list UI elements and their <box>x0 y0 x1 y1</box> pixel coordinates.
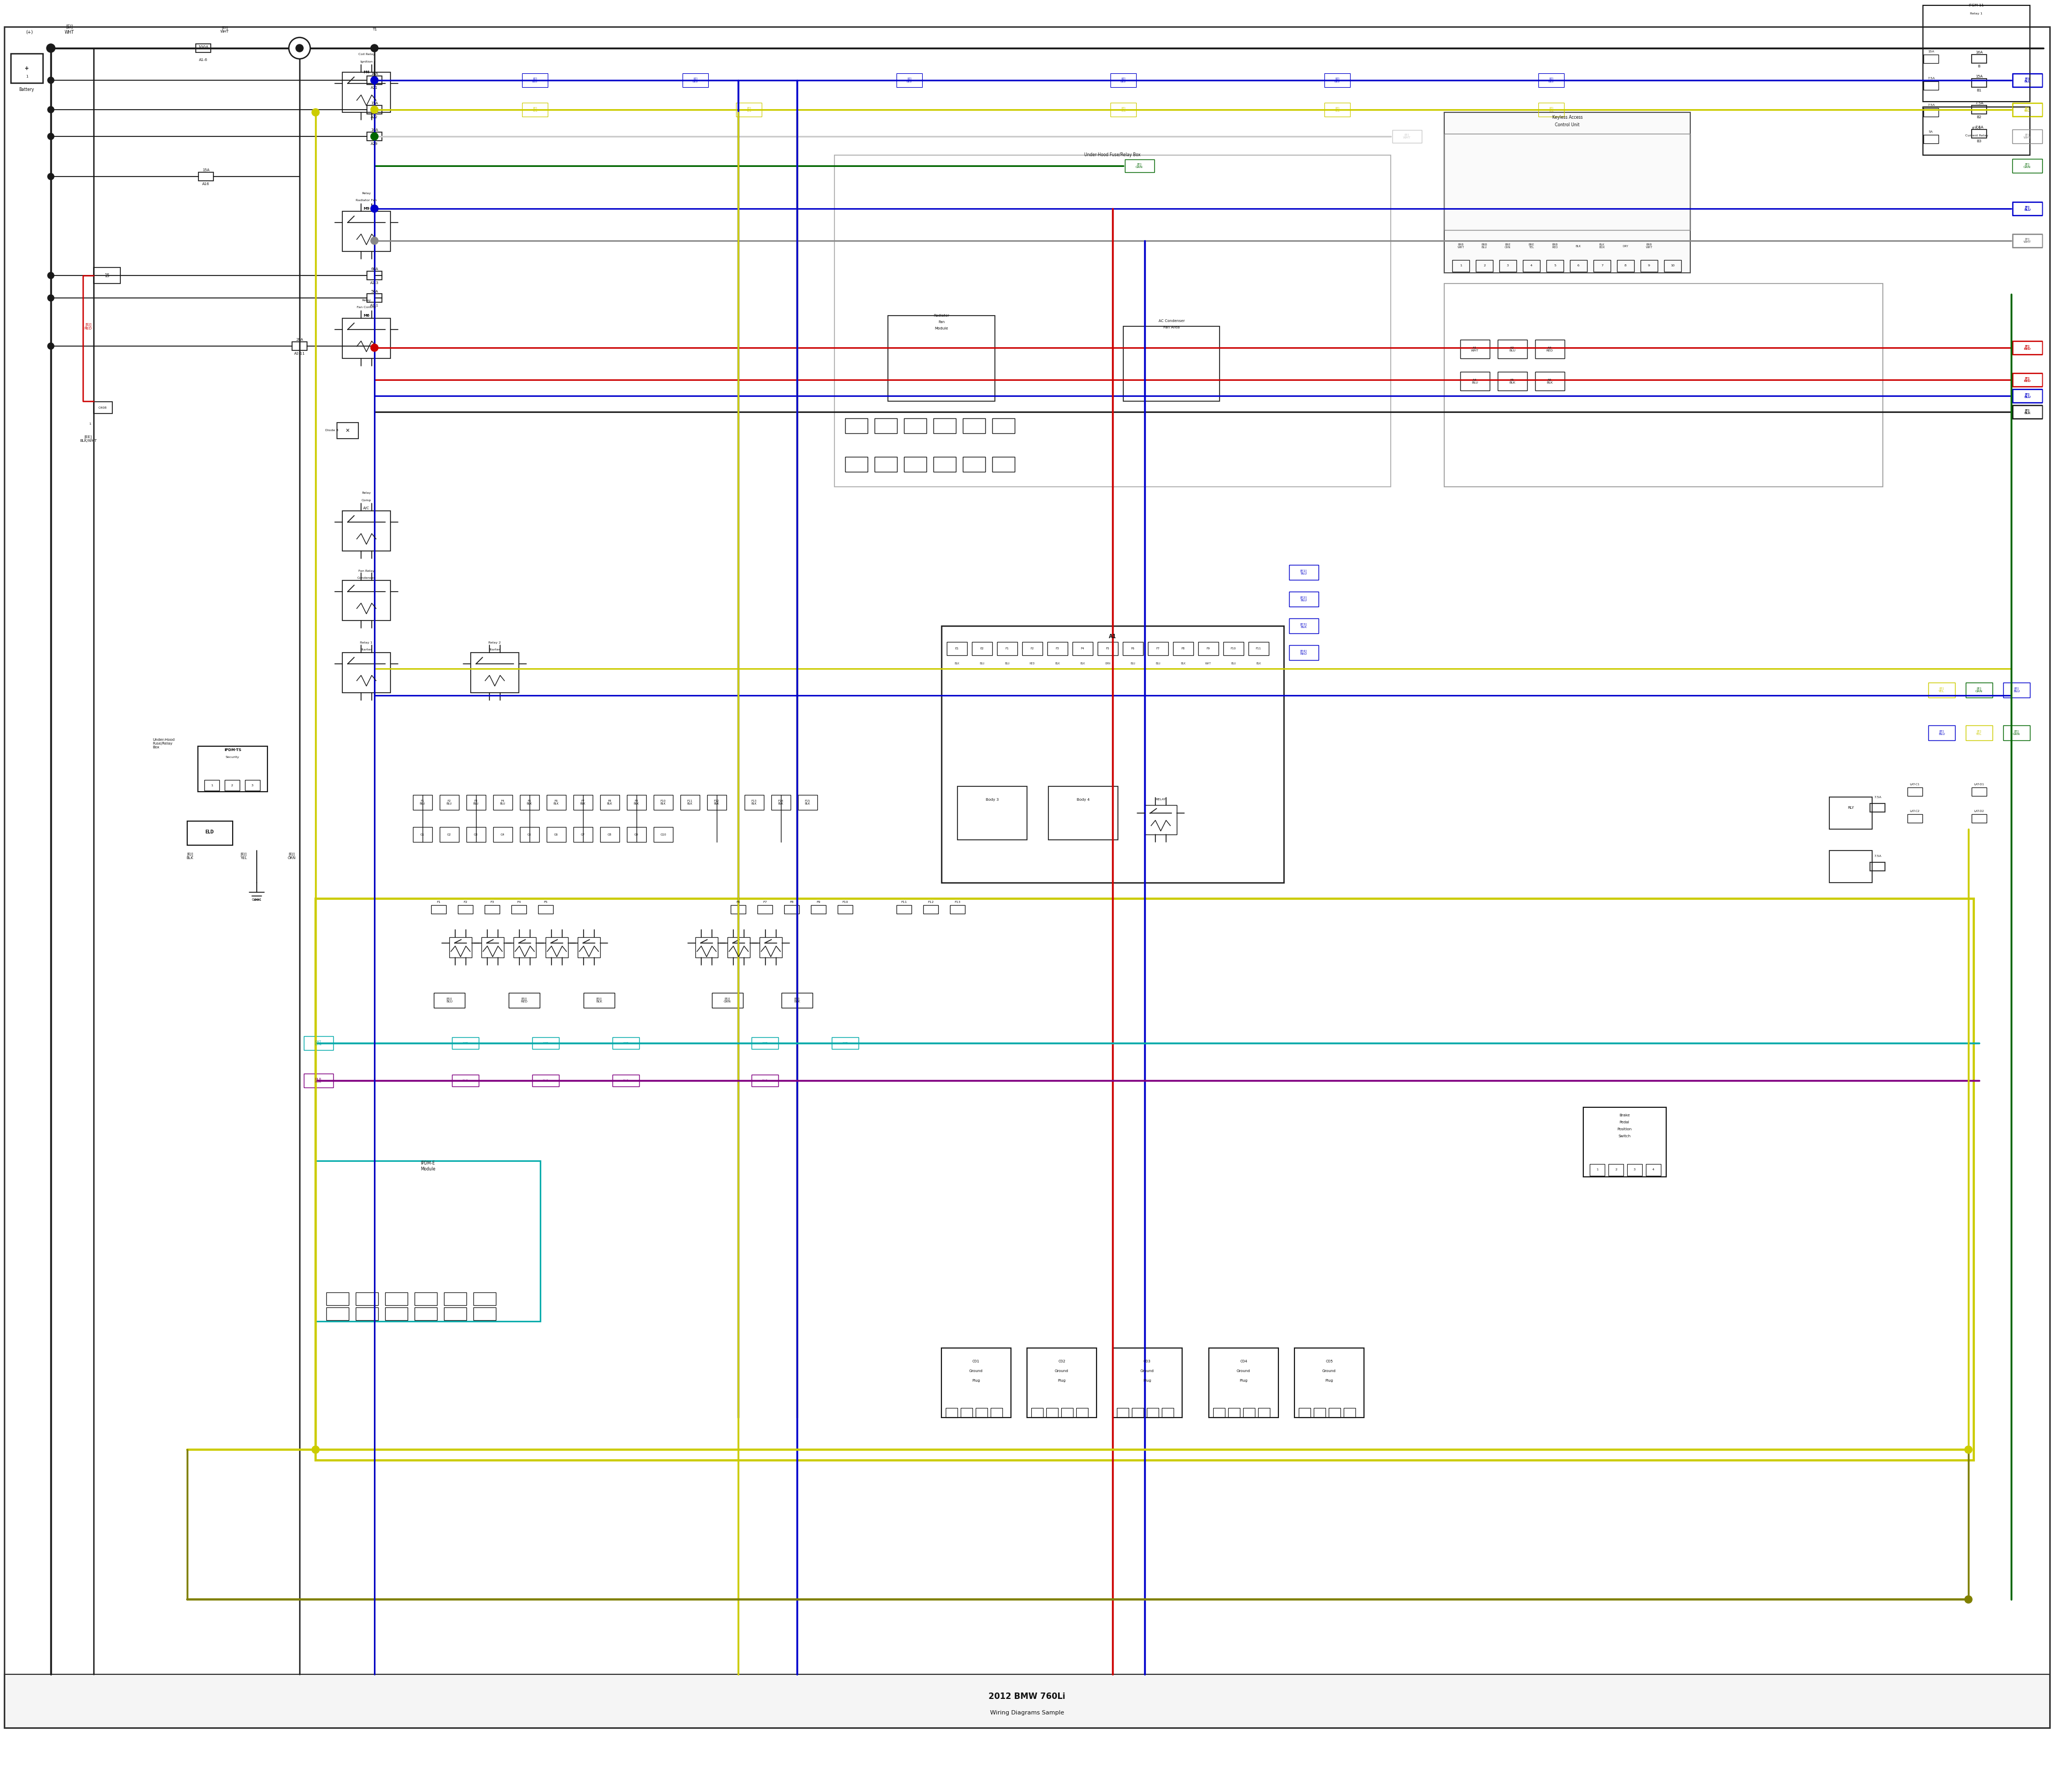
Bar <box>343 581 390 620</box>
Bar <box>600 796 620 810</box>
Bar <box>493 826 511 842</box>
Bar <box>532 1038 559 1048</box>
Bar <box>838 905 852 914</box>
Text: F8: F8 <box>1181 647 1185 650</box>
Text: BLK: BLK <box>1575 246 1582 247</box>
Bar <box>1124 326 1220 401</box>
Bar <box>304 1036 333 1050</box>
Bar <box>452 1075 479 1086</box>
Text: A1: A1 <box>1109 634 1117 640</box>
Text: [E]
YEL: [E] YEL <box>2025 108 2029 113</box>
Text: [E]
YEL: [E] YEL <box>1976 729 1982 737</box>
Text: C4T: C4T <box>462 1041 468 1045</box>
Text: BRB
WHT: BRB WHT <box>1458 244 1465 249</box>
Bar <box>1966 726 1992 740</box>
Bar <box>696 937 717 957</box>
Circle shape <box>370 204 378 213</box>
Text: F10: F10 <box>1230 647 1237 650</box>
Text: (+): (+) <box>27 30 33 34</box>
Bar <box>2013 405 2042 418</box>
Text: 7.5A: 7.5A <box>1873 796 1881 799</box>
Text: E1: E1 <box>955 647 959 650</box>
Text: 4: 4 <box>1651 1168 1653 1172</box>
Text: A3
RED: A3 RED <box>1547 346 1553 353</box>
Text: F8
BLK: F8 BLK <box>608 799 612 805</box>
Bar <box>1590 1165 1604 1176</box>
Bar <box>1243 1409 1255 1417</box>
Bar <box>844 418 867 434</box>
Text: BLK: BLK <box>1257 661 1261 665</box>
Bar <box>963 418 986 434</box>
Text: Plug: Plug <box>972 1380 980 1382</box>
Bar <box>532 1075 559 1086</box>
Text: RLY: RLY <box>1847 806 1855 810</box>
Bar <box>992 457 1015 471</box>
Text: 6: 6 <box>1577 265 1580 267</box>
Bar <box>1534 340 1565 358</box>
Bar <box>304 1073 333 1088</box>
Bar <box>1343 1409 1356 1417</box>
Text: [E]
BLU: [E] BLU <box>2023 206 2031 211</box>
Bar <box>1290 645 1319 659</box>
Bar <box>1048 787 1117 840</box>
Text: Wiring Diagrams Sample: Wiring Diagrams Sample <box>990 1710 1064 1715</box>
Bar <box>2013 340 2042 355</box>
Bar <box>573 826 594 842</box>
Text: 3: 3 <box>251 783 253 787</box>
Bar <box>904 418 926 434</box>
Text: G9: G9 <box>635 833 639 835</box>
Text: C4T: C4T <box>542 1041 548 1045</box>
Bar <box>1197 642 1218 656</box>
Text: Fan Control: Fan Control <box>357 306 376 308</box>
Text: 2: 2 <box>230 783 234 787</box>
Text: 2: 2 <box>1483 265 1485 267</box>
Bar <box>440 796 458 810</box>
Text: 1: 1 <box>212 783 214 787</box>
Text: F1: F1 <box>1006 647 1009 650</box>
Bar <box>1923 5 2029 102</box>
Text: A4
BLU: A4 BLU <box>1471 378 1479 383</box>
Bar <box>472 1308 495 1321</box>
Bar <box>514 937 536 957</box>
Circle shape <box>370 237 378 244</box>
Bar <box>415 1292 438 1305</box>
Text: [E1]
BLU: [E1] BLU <box>1300 570 1306 575</box>
Text: [E]
YEL: [E] YEL <box>1939 686 1945 694</box>
Text: Comp: Comp <box>362 498 372 502</box>
Bar <box>887 315 994 401</box>
Bar <box>1830 797 1871 830</box>
Bar <box>1076 1409 1089 1417</box>
Bar <box>875 457 898 471</box>
Text: F11: F11 <box>1255 647 1261 650</box>
Bar <box>972 642 992 656</box>
Text: F8: F8 <box>789 901 793 903</box>
Bar <box>2013 235 2042 247</box>
Text: [EJ]
RED: [EJ] RED <box>522 998 528 1004</box>
Bar <box>990 1409 1002 1417</box>
Text: Plug: Plug <box>1058 1380 1066 1382</box>
Bar <box>244 780 261 790</box>
Bar <box>538 905 553 914</box>
Bar <box>682 73 709 88</box>
Bar <box>904 457 926 471</box>
Text: BRB
WHT: BRB WHT <box>1645 244 1653 249</box>
Text: [E2]
BLU: [E2] BLU <box>1300 597 1306 602</box>
Bar <box>1972 787 1986 796</box>
Text: IFGM-11: IFGM-11 <box>1968 4 1984 7</box>
Text: AC Condenser: AC Condenser <box>1158 319 1185 323</box>
Bar <box>1113 1348 1183 1417</box>
Bar <box>2013 340 2042 355</box>
Text: Starter: Starter <box>362 649 372 650</box>
Text: [E]
GRN: [E] GRN <box>1136 163 1142 168</box>
Text: Ground: Ground <box>1056 1369 1068 1373</box>
Text: A5
BLK: A5 BLK <box>1510 378 1516 383</box>
Text: GRN: GRN <box>1105 661 1111 665</box>
Bar <box>1210 1348 1278 1417</box>
Bar <box>292 342 306 351</box>
Text: F15
BLK: F15 BLK <box>805 799 811 805</box>
Text: [EJ]
RED: [EJ] RED <box>84 323 92 330</box>
Text: C4T: C4T <box>762 1041 768 1045</box>
Text: A2
BLU: A2 BLU <box>1510 346 1516 353</box>
Bar <box>1522 260 1540 272</box>
Bar <box>1616 260 1635 272</box>
